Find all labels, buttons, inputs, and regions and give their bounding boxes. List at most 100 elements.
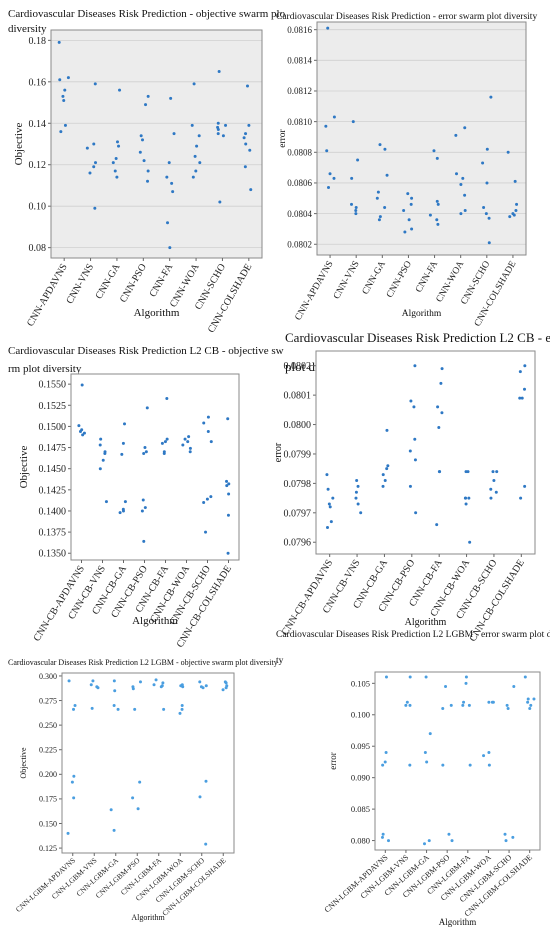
y-tick-label: 0.1425 xyxy=(39,485,67,496)
data-point xyxy=(221,134,225,138)
data-point xyxy=(198,161,202,165)
data-point xyxy=(523,484,527,488)
data-point xyxy=(98,467,102,471)
data-point xyxy=(438,470,442,474)
data-point xyxy=(218,200,222,204)
data-point xyxy=(503,832,507,836)
data-point xyxy=(377,218,381,222)
data-point xyxy=(116,707,120,711)
y-axis-label: error xyxy=(328,752,338,770)
data-point xyxy=(103,451,107,455)
data-point xyxy=(99,437,103,441)
data-point xyxy=(111,161,115,165)
data-point xyxy=(437,425,441,429)
data-point xyxy=(80,383,84,387)
data-point xyxy=(386,839,390,843)
data-point xyxy=(206,429,210,433)
data-point xyxy=(425,760,429,764)
y-tick-label: 0.0800 xyxy=(284,420,312,431)
data-point xyxy=(109,808,113,812)
y-axis-label: Objective xyxy=(18,446,30,489)
data-point xyxy=(72,774,76,778)
data-point xyxy=(166,221,170,225)
data-point xyxy=(85,146,89,150)
data-point xyxy=(93,206,97,210)
data-point xyxy=(325,473,329,477)
data-point xyxy=(504,839,508,843)
data-point xyxy=(350,176,354,180)
data-point xyxy=(440,367,444,371)
data-point xyxy=(226,417,230,421)
data-point xyxy=(77,424,81,428)
y-tick-label: 0.1550 xyxy=(39,380,67,391)
data-point xyxy=(142,159,146,163)
y-axis-label: Objective xyxy=(13,123,25,166)
data-point xyxy=(413,437,417,441)
data-point xyxy=(144,450,148,454)
data-point xyxy=(332,176,336,180)
data-point xyxy=(146,94,150,98)
data-point xyxy=(328,505,332,509)
plot-frame xyxy=(70,373,240,561)
data-point xyxy=(405,700,409,704)
chart-title-line-2: diversity xyxy=(8,23,47,35)
data-point xyxy=(526,700,530,704)
data-point xyxy=(162,707,166,711)
y-tick-label: 0.0798 xyxy=(284,479,312,490)
data-point xyxy=(440,411,444,415)
data-point xyxy=(406,192,410,196)
y-tick-label: 0.10 xyxy=(29,202,47,213)
y-tick-label: 0.1350 xyxy=(39,549,67,560)
data-point xyxy=(140,138,144,142)
data-point xyxy=(117,144,121,148)
data-point xyxy=(58,78,62,82)
data-point xyxy=(408,703,412,707)
data-point xyxy=(90,706,94,710)
data-point xyxy=(66,76,70,80)
data-point xyxy=(523,364,527,368)
y-tick-label: 0.0797 xyxy=(284,508,312,519)
data-point xyxy=(226,513,230,517)
data-point xyxy=(186,440,190,444)
data-point xyxy=(121,509,125,513)
chart-panel-5: Cardiovascular Diseases Risk Prediction … xyxy=(8,658,278,922)
data-point xyxy=(408,484,412,488)
data-point xyxy=(195,144,199,148)
data-point xyxy=(384,675,388,679)
data-point xyxy=(204,530,208,534)
plot-frame xyxy=(316,21,527,256)
chart-title: Cardiovascular Diseases Risk Prediction … xyxy=(8,658,278,667)
data-point xyxy=(192,82,196,86)
data-point xyxy=(244,142,248,146)
data-point xyxy=(484,212,488,216)
data-point xyxy=(92,165,96,169)
y-tick-label: 0.1375 xyxy=(39,528,67,539)
y-tick-label: 0.0804 xyxy=(287,209,312,219)
data-point xyxy=(528,706,532,710)
x-axis-label: Algorithm xyxy=(131,913,165,922)
chart-panel-1: Cardiovascular Diseases Risk Prediction … xyxy=(8,8,286,335)
data-point xyxy=(180,707,184,711)
y-tick-label: 0.1450 xyxy=(39,464,67,475)
data-point xyxy=(70,780,74,784)
data-point xyxy=(410,196,414,200)
data-point xyxy=(161,681,165,685)
data-point xyxy=(413,364,417,368)
data-point xyxy=(202,501,206,505)
y-tick-label: 0.18 xyxy=(29,36,47,47)
y-tick-label: 0.105 xyxy=(351,678,370,688)
chart-title: Cardiovascular Diseases Risk Prediction … xyxy=(276,12,537,22)
y-tick-label: 0.1525 xyxy=(39,401,67,412)
data-point xyxy=(464,502,468,506)
data-point xyxy=(487,241,491,245)
data-point xyxy=(98,443,102,447)
data-point xyxy=(385,467,389,471)
data-point xyxy=(380,835,384,839)
y-tick-label: 0.275 xyxy=(39,696,57,705)
data-point xyxy=(123,422,127,426)
y-tick-label: 0.14 xyxy=(29,119,47,130)
data-point xyxy=(142,539,146,543)
data-point xyxy=(205,497,209,501)
data-point xyxy=(120,452,124,456)
chart-panel-3: Cardiovascular Diseases Risk Prediction … xyxy=(8,345,284,650)
